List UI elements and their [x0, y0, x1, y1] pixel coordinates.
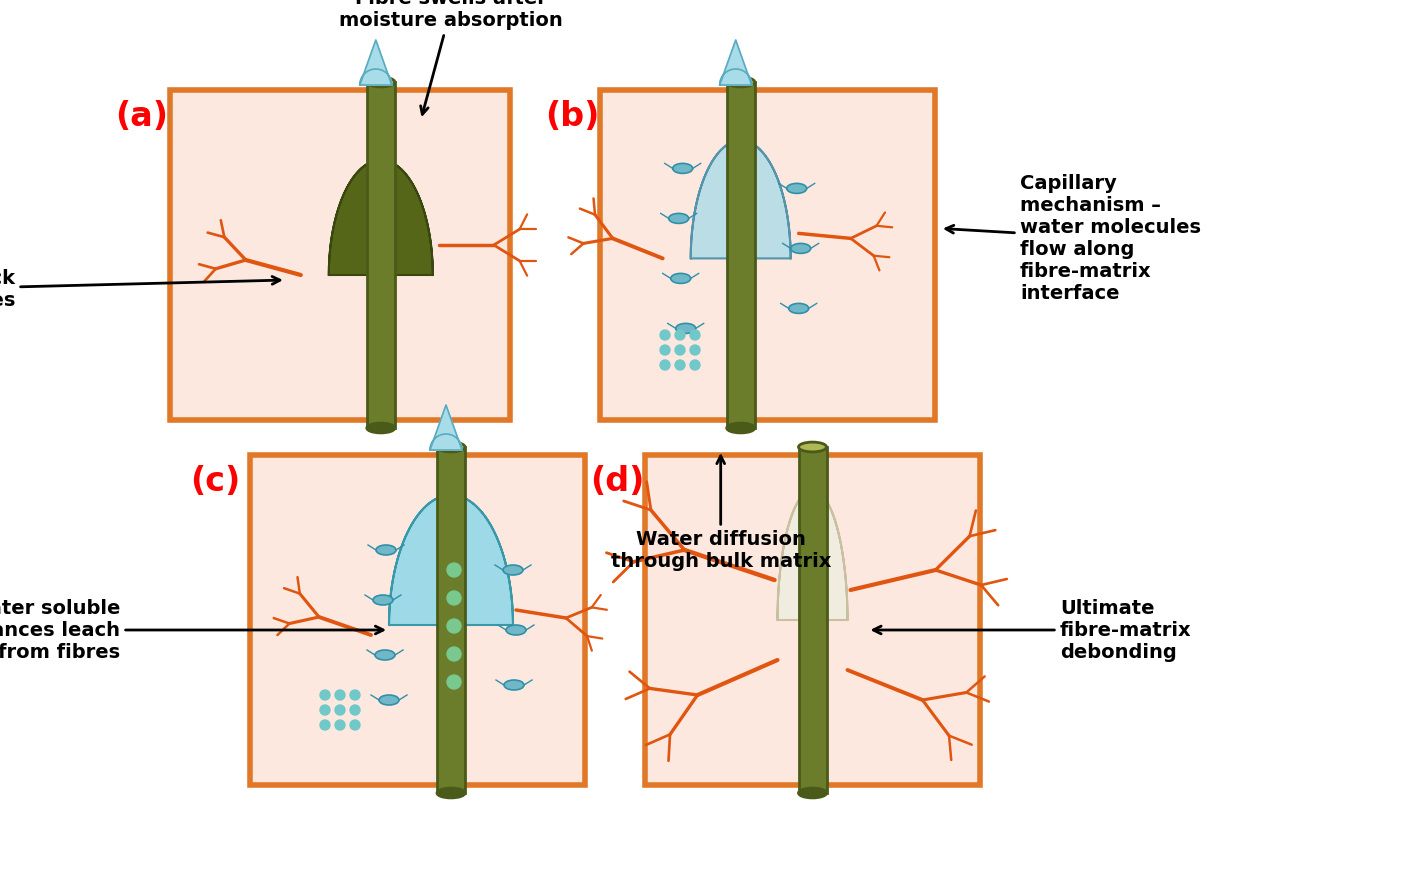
Circle shape	[335, 690, 345, 700]
Ellipse shape	[798, 788, 827, 798]
Ellipse shape	[672, 164, 693, 173]
Ellipse shape	[676, 323, 696, 334]
Circle shape	[447, 647, 461, 661]
Circle shape	[320, 690, 330, 700]
Bar	[726, 82, 754, 428]
Ellipse shape	[367, 423, 394, 433]
Ellipse shape	[726, 423, 754, 433]
Circle shape	[320, 720, 330, 730]
Ellipse shape	[373, 595, 393, 605]
Circle shape	[659, 360, 669, 370]
Polygon shape	[777, 490, 848, 620]
Circle shape	[675, 345, 685, 355]
Polygon shape	[430, 405, 462, 450]
Text: Fibre swells after
moisture absorption: Fibre swells after moisture absorption	[339, 0, 563, 115]
Ellipse shape	[506, 625, 526, 635]
Polygon shape	[360, 40, 391, 85]
Circle shape	[447, 675, 461, 689]
Circle shape	[350, 705, 360, 715]
Ellipse shape	[791, 244, 811, 253]
Text: Ultimate
fibre-matrix
debonding: Ultimate fibre-matrix debonding	[873, 598, 1191, 661]
Ellipse shape	[788, 303, 808, 314]
Polygon shape	[329, 160, 432, 275]
Circle shape	[447, 591, 461, 605]
Text: Water diffusion
through bulk matrix: Water diffusion through bulk matrix	[611, 456, 831, 571]
Text: (d): (d)	[590, 465, 644, 498]
Polygon shape	[691, 140, 791, 258]
Polygon shape	[720, 40, 752, 85]
Ellipse shape	[367, 77, 394, 87]
Text: (c): (c)	[190, 465, 240, 498]
Ellipse shape	[374, 650, 396, 660]
Ellipse shape	[787, 183, 807, 194]
Ellipse shape	[379, 695, 398, 705]
Circle shape	[659, 330, 669, 340]
Bar	[170, 90, 510, 420]
Ellipse shape	[503, 680, 525, 690]
Ellipse shape	[503, 565, 523, 575]
Circle shape	[447, 563, 461, 577]
Text: Capillary
mechanism –
water molecules
flow along
fibre-matrix
interface: Capillary mechanism – water molecules fl…	[946, 174, 1201, 303]
Text: (b): (b)	[545, 100, 600, 133]
Circle shape	[691, 360, 700, 370]
Bar	[645, 455, 980, 785]
Ellipse shape	[376, 545, 396, 555]
Circle shape	[675, 360, 685, 370]
Text: (a): (a)	[115, 100, 167, 133]
Ellipse shape	[726, 77, 754, 87]
Text: Water soluble
substances leach
from fibres: Water soluble substances leach from fibr…	[0, 598, 383, 661]
Bar	[250, 455, 586, 785]
Ellipse shape	[669, 214, 689, 223]
Circle shape	[350, 720, 360, 730]
Circle shape	[675, 330, 685, 340]
Circle shape	[447, 619, 461, 633]
Circle shape	[691, 330, 700, 340]
Circle shape	[335, 720, 345, 730]
Circle shape	[320, 705, 330, 715]
Circle shape	[350, 690, 360, 700]
Text: Matrix microcrack
around swollen fibres: Matrix microcrack around swollen fibres	[0, 270, 279, 310]
Ellipse shape	[437, 788, 465, 798]
Circle shape	[659, 345, 669, 355]
Bar	[367, 82, 394, 428]
Bar	[600, 90, 934, 420]
Bar	[798, 447, 827, 793]
Ellipse shape	[437, 442, 465, 452]
Circle shape	[691, 345, 700, 355]
Polygon shape	[389, 495, 513, 625]
Bar	[437, 447, 465, 793]
Circle shape	[335, 705, 345, 715]
Ellipse shape	[671, 273, 691, 284]
Ellipse shape	[798, 442, 827, 452]
